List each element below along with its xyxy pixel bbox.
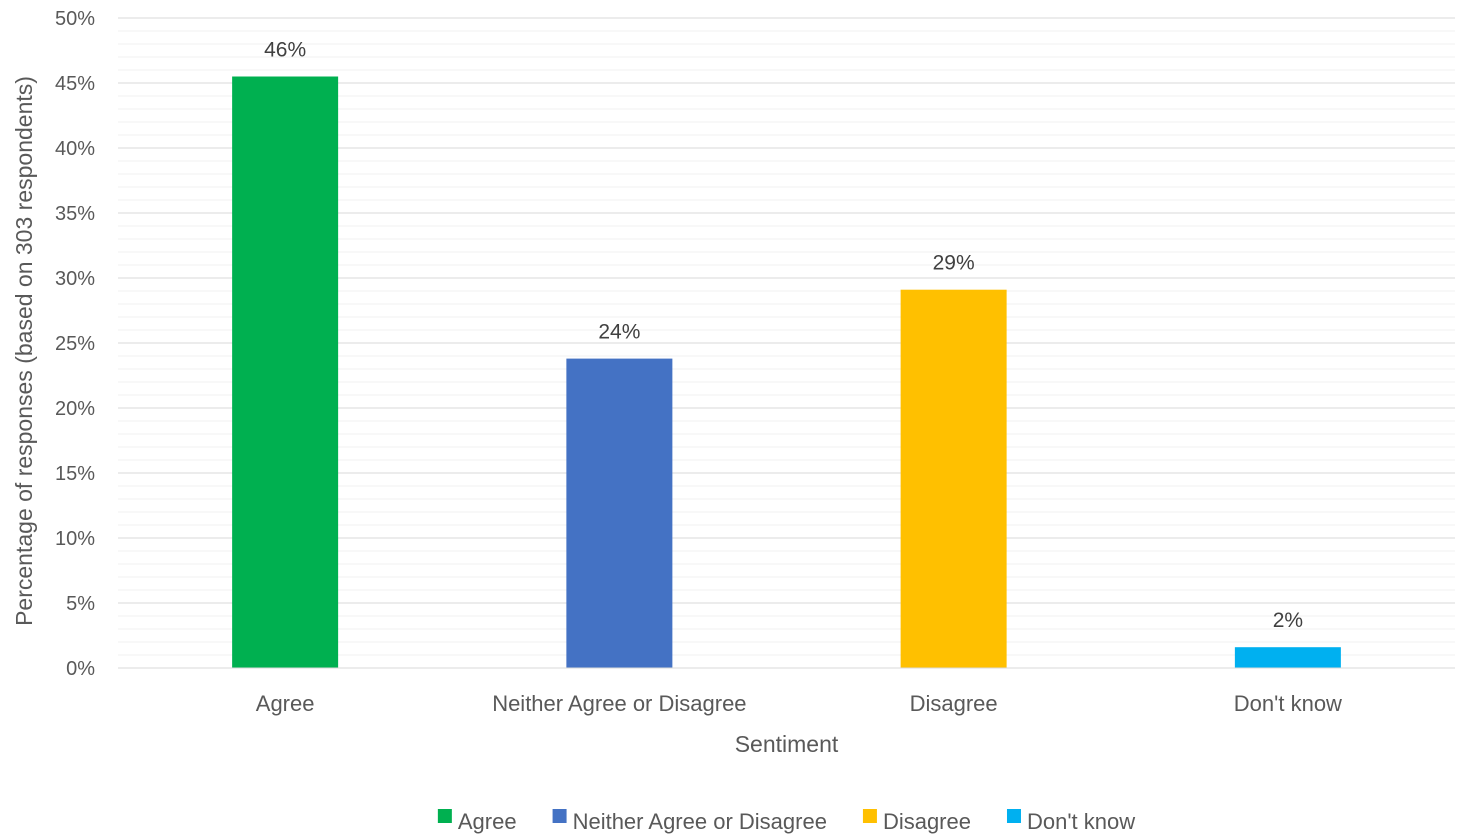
major-gridlines: [118, 17, 1455, 604]
legend-item: Neither Agree or Disagree: [552, 809, 827, 834]
y-tick-label: 40%: [55, 138, 95, 160]
data-label: 2%: [1273, 609, 1303, 632]
legend-label: Disagree: [883, 809, 971, 834]
legend-item: Agree: [437, 809, 517, 834]
y-tick-label: 10%: [55, 528, 95, 550]
bar: [1234, 647, 1341, 668]
y-axis-title: Percentage of responses (based on 303 re…: [11, 76, 37, 626]
x-tick-label: Don't know: [1234, 691, 1342, 716]
legend-item: Don't know: [1006, 809, 1135, 834]
legend-label: Neither Agree or Disagree: [573, 809, 827, 834]
y-tick-label: 0%: [66, 658, 95, 680]
x-axis-category-labels: Agree Neither Agree or Disagree Disagree Do…: [256, 691, 1342, 716]
legend: Agree Neither Agree or Disagree Disagree Do…: [437, 809, 1135, 834]
bar: [232, 76, 339, 668]
legend-swatch: [1006, 809, 1021, 823]
y-tick-label: 30%: [55, 268, 95, 290]
x-tick-label: Neither Agree or Disagree: [492, 691, 746, 716]
y-tick-label: 20%: [55, 398, 95, 420]
minor-gridlines: [118, 30, 1455, 656]
bar: [900, 289, 1007, 668]
y-tick-label: 25%: [55, 333, 95, 355]
y-tick-label: 45%: [55, 73, 95, 95]
legend-swatch: [862, 809, 877, 823]
x-axis-title: Sentiment: [735, 731, 839, 757]
data-label: 29%: [933, 252, 975, 275]
bar-series: [232, 76, 1341, 668]
y-tick-label: 35%: [55, 203, 95, 225]
data-label: 24%: [598, 321, 640, 344]
legend-item: Disagree: [862, 809, 971, 834]
y-tick-label: 15%: [55, 463, 95, 485]
x-tick-label: Agree: [256, 691, 315, 716]
legend-label: Don't know: [1027, 809, 1135, 834]
legend-label: Agree: [458, 809, 517, 834]
bar: [566, 358, 673, 668]
legend-swatch: [552, 809, 567, 823]
y-tick-label: 5%: [66, 593, 95, 615]
x-tick-label: Disagree: [910, 691, 998, 716]
data-labels: 46% 24% 29% 2%: [264, 39, 1303, 633]
y-tick-label: 50%: [55, 8, 95, 30]
legend-swatch: [437, 809, 452, 823]
data-label: 46%: [264, 39, 306, 62]
y-axis-ticks: 0% 5% 10% 15% 20% 25% 30% 35% 40% 45% 50%: [55, 8, 95, 680]
